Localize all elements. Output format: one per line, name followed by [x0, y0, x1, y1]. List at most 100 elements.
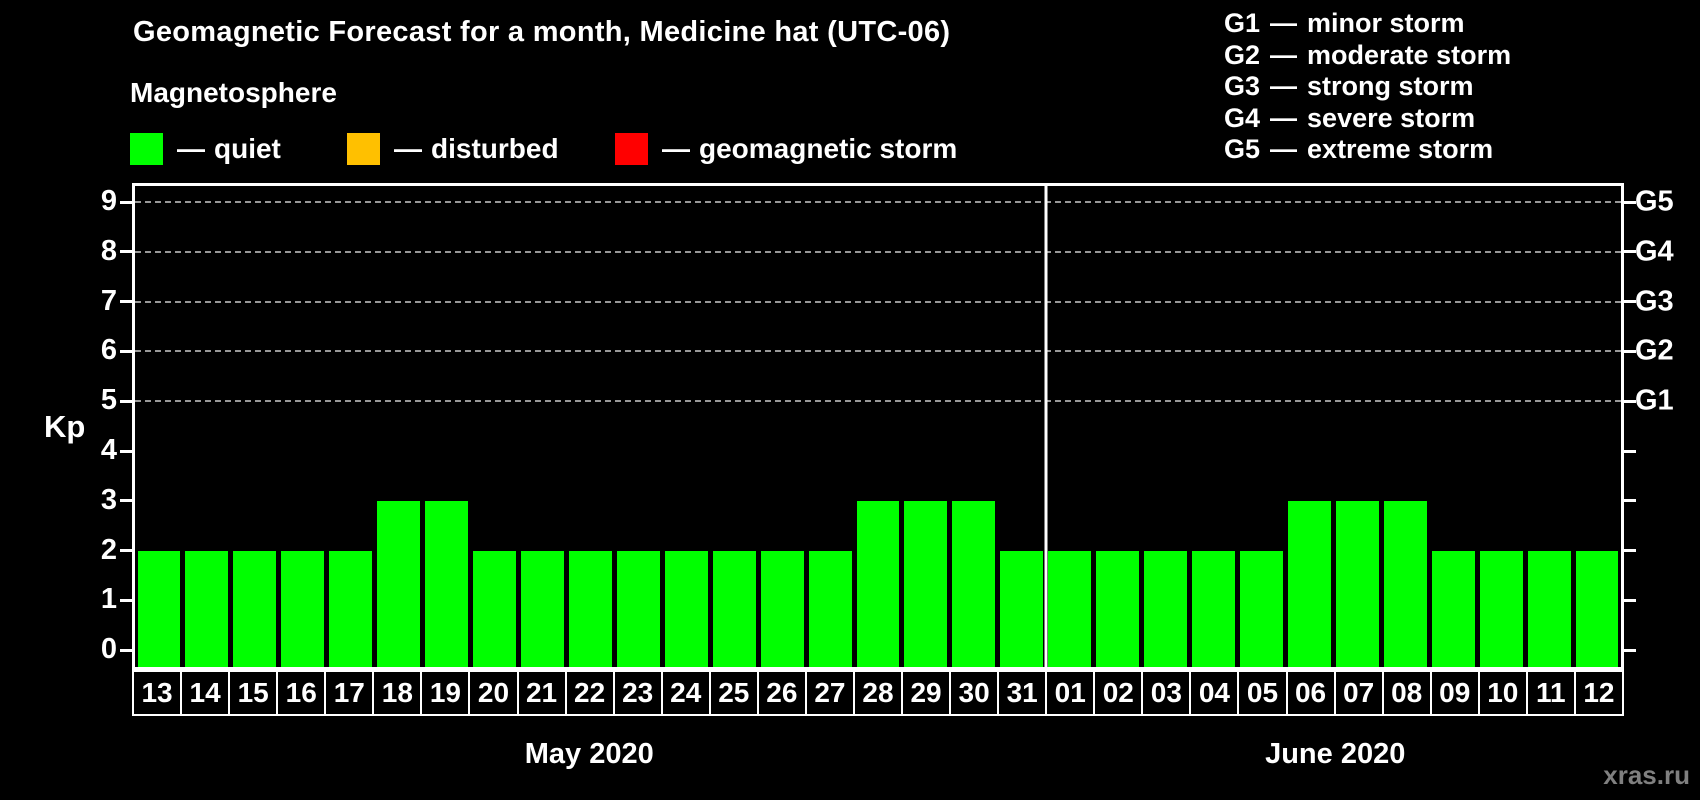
- kp-bar: [1479, 550, 1523, 667]
- kp-bar: [1048, 550, 1092, 667]
- axis-tick-left: [120, 399, 132, 403]
- g-legend-dash: —: [1270, 8, 1298, 38]
- axis-tick-left: [120, 648, 132, 652]
- axis-tick-right: [1624, 250, 1636, 254]
- legend-item-disturbed: — disturbed: [347, 132, 559, 166]
- axis-tick-left: [120, 598, 132, 602]
- legend-item-geomagnetic: — geomagnetic storm: [615, 132, 957, 166]
- axis-tick-left: [120, 349, 132, 353]
- axis-tick-left: [120, 300, 132, 304]
- axis-tick-left: [120, 499, 132, 503]
- axis-tick-left: [120, 549, 132, 553]
- gridline-kp-9: [135, 201, 1621, 203]
- g-legend-dash: —: [1270, 39, 1298, 70]
- axis-tick-right: [1624, 499, 1636, 503]
- plot-area: 0 1 2 3 4 5 6 7 8 9 G1 G2 G3 G4 G5: [101, 183, 1674, 670]
- day-label: 31: [997, 670, 1048, 716]
- legend-dash: —: [662, 133, 690, 164]
- kp-axis-label: 7: [100, 284, 117, 317]
- g-axis-label-g4: G4: [1635, 235, 1674, 268]
- g-axis-label-g5: G5: [1635, 185, 1674, 218]
- day-label: 28: [852, 670, 903, 716]
- g-legend-code: G2: [1224, 39, 1261, 70]
- kp-bar: [1096, 550, 1140, 667]
- day-label: 27: [804, 670, 855, 716]
- day-label: 15: [228, 670, 279, 716]
- kp-bar: [377, 500, 421, 667]
- legend-item-quiet: — quiet: [130, 132, 281, 166]
- kp-bar: [185, 550, 229, 667]
- day-label: 19: [420, 670, 471, 716]
- kp-bar: [664, 550, 708, 667]
- day-label: 17: [324, 670, 375, 716]
- kp-bar: [473, 550, 516, 667]
- kp-bar: [568, 550, 612, 667]
- kp-bar: [1575, 550, 1619, 667]
- gridline-kp-5: [135, 400, 1621, 403]
- g-legend-item-g2: G2 — moderate storm: [1224, 40, 1511, 72]
- axis-tick-right: [1624, 449, 1636, 453]
- day-label: 24: [660, 670, 711, 716]
- g-legend-code: G1: [1224, 8, 1261, 38]
- legend-dash: —: [177, 133, 205, 164]
- day-label: 02: [1093, 670, 1144, 716]
- kp-axis-label: 5: [100, 384, 117, 417]
- gridline-kp-7: [135, 300, 1621, 303]
- day-label: 05: [1237, 670, 1288, 716]
- day-label: 10: [1477, 670, 1528, 716]
- kp-axis-label: 6: [100, 334, 117, 367]
- day-label: 11: [1525, 670, 1576, 716]
- axis-tick-right: [1624, 349, 1636, 353]
- kp-bar: [952, 500, 996, 667]
- day-label: 20: [468, 670, 519, 716]
- day-label: 03: [1141, 670, 1192, 716]
- g-legend-item-g5: G5 — extreme storm: [1224, 134, 1511, 166]
- axis-tick-right: [1624, 598, 1636, 602]
- g-scale-legend: G1 — minor storm G2 — moderate storm G3 — strong…: [1224, 8, 1511, 166]
- kp-axis-label: 0: [100, 633, 117, 666]
- axis-tick-left: [120, 449, 132, 453]
- legend-label: quiet: [214, 133, 281, 164]
- kp-axis-label: 2: [100, 533, 117, 566]
- day-label: 13: [132, 670, 183, 716]
- kp-bar: [233, 550, 277, 667]
- legend-swatch-disturbed: [347, 133, 380, 165]
- g-legend-item-g4: G4 — severe storm: [1224, 103, 1511, 135]
- day-label: 06: [1285, 670, 1336, 716]
- kp-axis-label: 9: [100, 184, 117, 217]
- legend-swatch-geomagnetic: [615, 133, 648, 165]
- legend-swatch-quiet: [130, 133, 163, 165]
- g-legend-dash: —: [1270, 134, 1298, 164]
- magnetosphere-label: Magnetosphere: [130, 77, 337, 108]
- day-label: 30: [949, 670, 1000, 716]
- g-legend-desc: strong storm: [1307, 71, 1474, 101]
- day-label: 23: [612, 670, 663, 716]
- g-legend-desc: extreme storm: [1307, 134, 1494, 164]
- kp-bar: [1527, 550, 1571, 667]
- kp-bar: [712, 550, 756, 667]
- g-legend-item-g3: G3 — strong storm: [1224, 71, 1511, 103]
- day-label: 25: [708, 670, 759, 716]
- chart-title: Geomagnetic Forecast for a month, Medici…: [133, 16, 951, 48]
- legend-label: disturbed: [431, 133, 559, 164]
- gridline-kp-6: [135, 350, 1621, 353]
- axis-tick-right: [1624, 399, 1636, 403]
- kp-bar: [329, 550, 373, 667]
- axis-tick-right: [1624, 200, 1636, 204]
- kp-bar: [760, 550, 804, 667]
- g-axis-label-g2: G2: [1635, 334, 1674, 367]
- kp-bar: [1144, 550, 1188, 667]
- g-legend-code: G5: [1224, 134, 1261, 164]
- kp-bar: [137, 550, 181, 667]
- kp-bar: [1335, 500, 1379, 667]
- kp-bar: [1192, 550, 1235, 667]
- day-label: 08: [1381, 670, 1432, 716]
- day-label: 16: [276, 670, 327, 716]
- month-labels: May 2020 June 2020: [132, 738, 1624, 774]
- axis-tick-right: [1624, 300, 1636, 304]
- kp-axis-title: Kp: [44, 409, 86, 444]
- kp-axis-label: 4: [100, 433, 117, 466]
- day-label: 21: [516, 670, 567, 716]
- kp-bar: [808, 550, 852, 667]
